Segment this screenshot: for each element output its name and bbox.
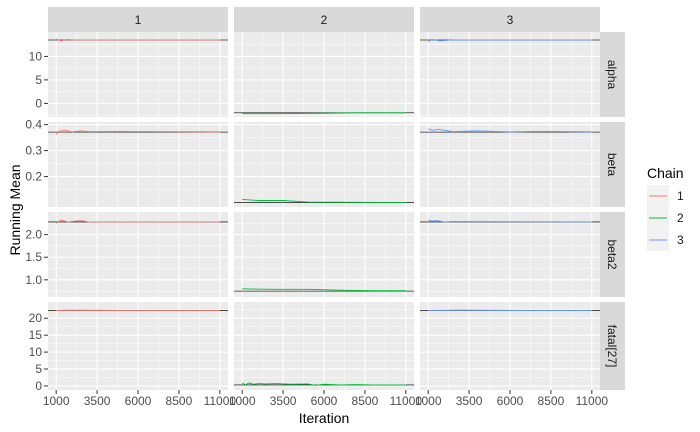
y-tick-label: 0.3 (25, 144, 42, 158)
x-tick-label: 8500 (538, 394, 565, 408)
series-line-chain-2 (241, 382, 406, 386)
y-axis-title: Running Mean (7, 164, 23, 255)
strip-label-row-fatal-27: fatal[27] (605, 325, 619, 368)
legend-label-chain-1: 1 (677, 189, 684, 203)
series-line-chain-3 (428, 219, 592, 223)
x-tick-label: 6000 (125, 394, 152, 408)
legend-title: Chain (647, 165, 684, 181)
legend-label-chain-3: 3 (677, 233, 684, 247)
strip-label-col-3: 3 (507, 13, 514, 27)
panel-beta2-chain-2 (234, 212, 414, 297)
strip-row-beta2 (600, 212, 625, 297)
panel-alpha-chain-1 (48, 32, 228, 117)
y-tick-label: 0.2 (25, 170, 42, 184)
x-tick-label: 8500 (352, 394, 379, 408)
y-tick-label: 15 (29, 328, 43, 342)
series-line-chain-2 (242, 112, 406, 115)
y-tick-label: 1.5 (25, 250, 42, 264)
x-tick-label: 11000 (390, 394, 423, 408)
x-tick-label: 11000 (204, 394, 237, 408)
strip-col-3 (420, 7, 600, 32)
strip-label-row-beta2: beta2 (605, 239, 619, 269)
x-tick-label: 8500 (166, 394, 193, 408)
series-line-chain-3 (428, 39, 592, 42)
panel-fatal-27-chain-3 (420, 302, 600, 390)
legend-label-chain-2: 2 (677, 211, 684, 225)
panel-alpha-chain-3 (420, 32, 600, 117)
series-line-chain-3 (428, 128, 592, 133)
y-tick-label: 20 (29, 311, 43, 325)
y-tick-label: 0 (35, 379, 42, 393)
y-tick-label: 0.4 (25, 118, 42, 132)
strip-col-2 (234, 7, 414, 32)
y-tick-label: 5 (35, 362, 42, 376)
x-tick-label: 3500 (456, 394, 483, 408)
y-tick-label: 5 (35, 73, 42, 87)
series-line-chain-1 (55, 129, 220, 135)
panel-fatal-27-chain-2 (234, 302, 414, 390)
x-tick-label: 1000 (229, 394, 256, 408)
legend: Chain 1 2 3 (647, 165, 684, 251)
x-tick-label: 3500 (84, 394, 111, 408)
panel-fatal-27-chain-1 (48, 302, 228, 390)
facet-panels (48, 32, 600, 390)
panel-beta-chain-2 (234, 122, 414, 207)
strip-col-1 (48, 7, 228, 32)
x-tick-label: 1000 (415, 394, 442, 408)
strip-row-beta (600, 122, 625, 207)
x-tick-label: 11000 (576, 394, 609, 408)
x-axis-title: Iteration (299, 410, 350, 426)
x-tick-label: 6000 (497, 394, 524, 408)
y-tick-label: 10 (29, 345, 43, 359)
series-line-chain-1 (55, 219, 220, 224)
y-tick-label: 0 (35, 96, 42, 110)
series-line-chain-1 (56, 38, 220, 42)
panel-beta-chain-3 (420, 122, 600, 207)
strip-row-alpha (600, 32, 625, 117)
panel-beta-chain-1 (48, 122, 228, 207)
strip-label-col-1: 1 (135, 13, 142, 27)
series-line-chain-2 (242, 288, 406, 292)
y-tick-label: 1.0 (25, 273, 42, 287)
facet-strips: 1 2 3 alpha beta beta2 fatal[27] (48, 7, 625, 390)
strip-label-row-alpha: alpha (605, 60, 619, 90)
panel-beta2-chain-3 (420, 212, 600, 297)
x-tick-label: 6000 (311, 394, 338, 408)
y-tick-label: 10 (29, 49, 43, 63)
y-tick-label: 2.0 (25, 228, 42, 242)
x-tick-label: 1000 (43, 394, 70, 408)
strip-label-row-beta: beta (605, 153, 619, 177)
strip-row-fatal-27 (600, 302, 625, 390)
x-tick-label: 3500 (270, 394, 297, 408)
strip-label-col-2: 2 (321, 13, 328, 27)
y-axes: 0 5 10 0.2 0.3 0.4 1.0 1.5 2.0 0 5 10 15 20 (25, 49, 48, 393)
panel-alpha-chain-2 (234, 32, 414, 117)
series-line-chain-2 (242, 199, 406, 204)
panel-beta2-chain-1 (48, 212, 228, 297)
